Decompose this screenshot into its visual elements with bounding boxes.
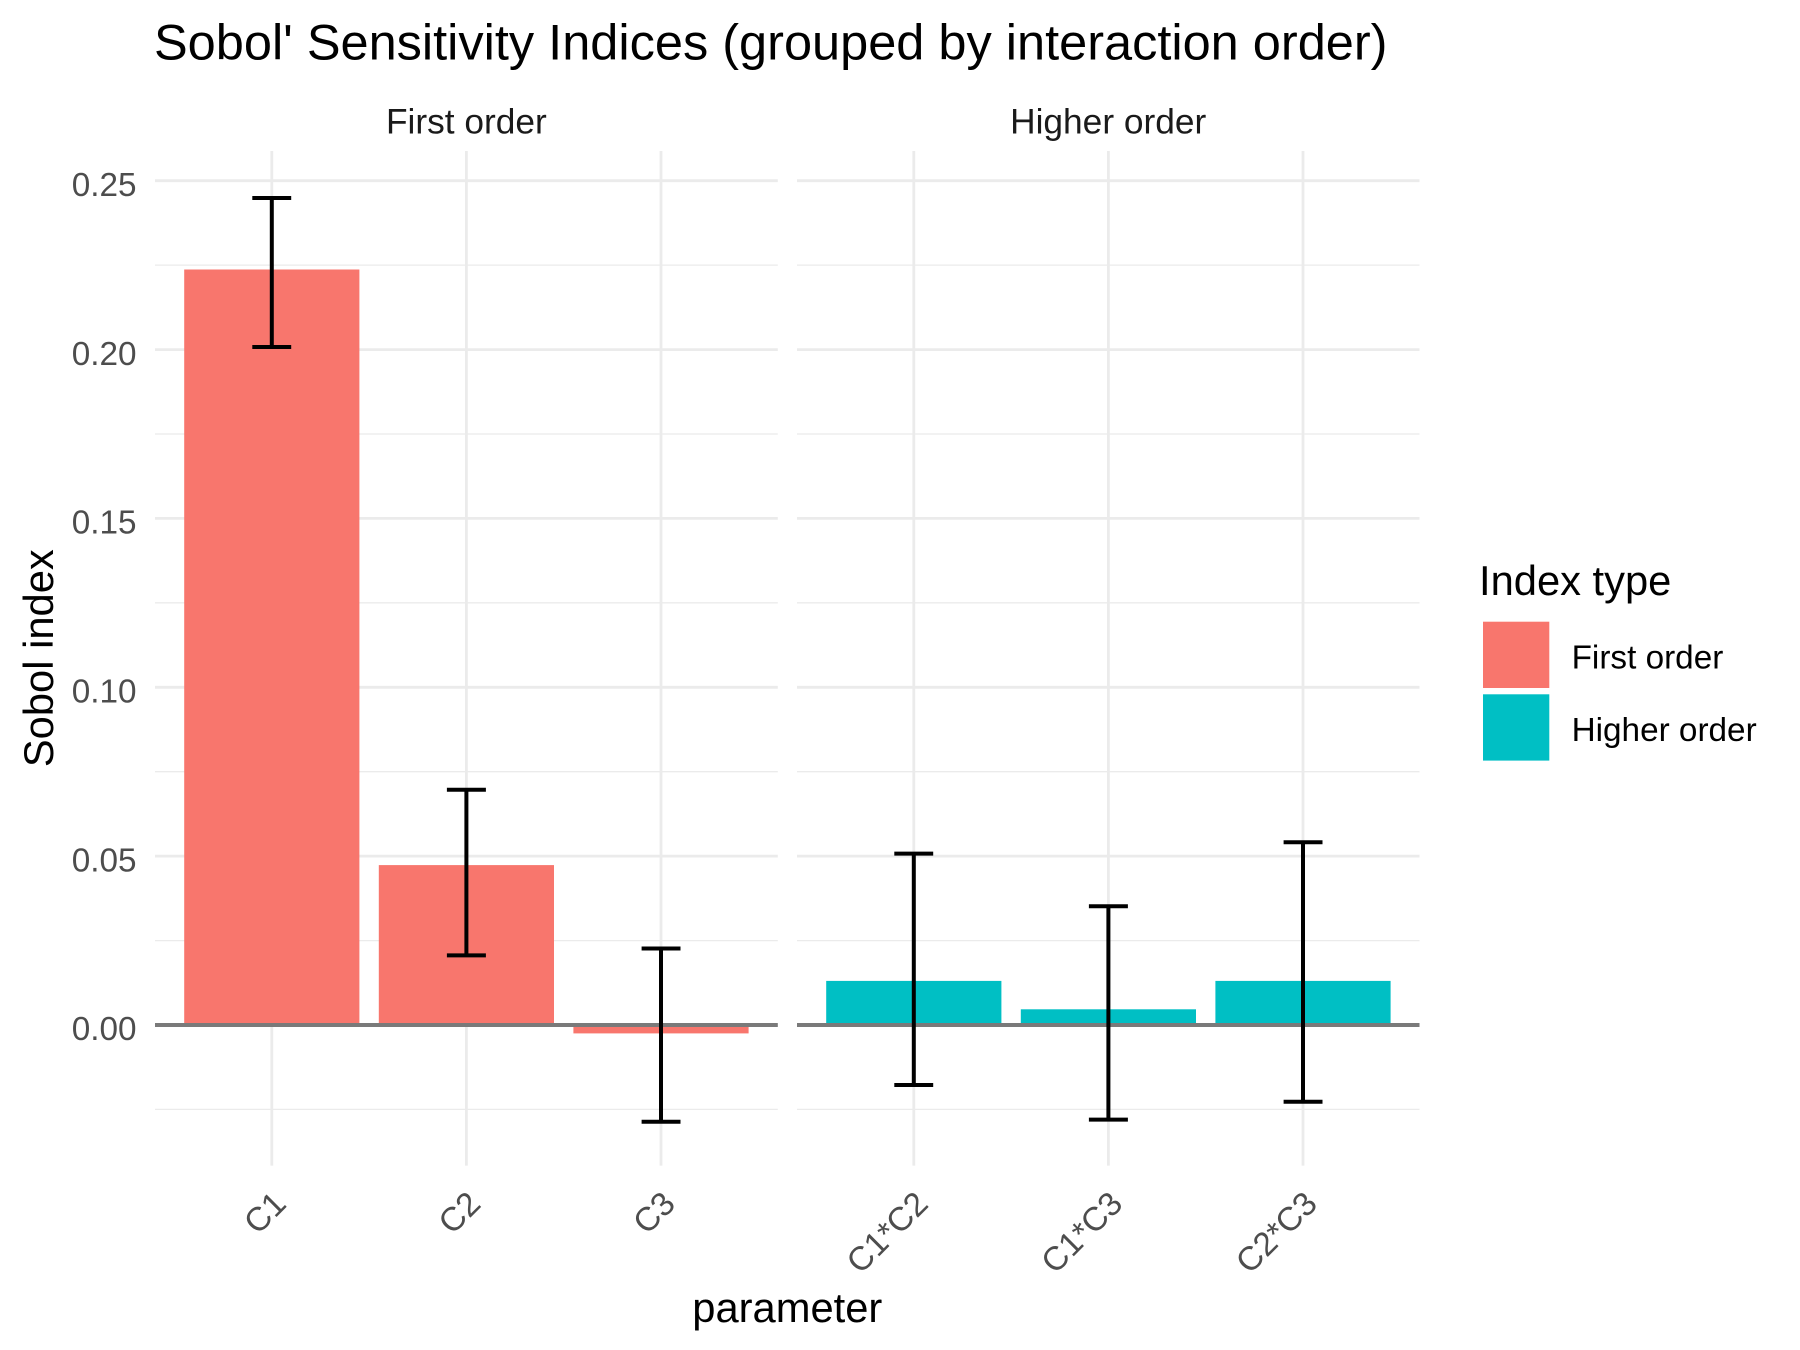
svg-text:0.10: 0.10 (72, 674, 137, 711)
svg-text:0.15: 0.15 (72, 505, 137, 542)
svg-text:parameter: parameter (692, 1284, 882, 1331)
svg-text:First order: First order (386, 103, 547, 142)
svg-text:First order: First order (1572, 640, 1724, 677)
svg-text:0.25: 0.25 (72, 167, 137, 204)
svg-text:0.20: 0.20 (72, 336, 137, 373)
svg-text:Index type: Index type (1479, 557, 1671, 604)
svg-text:0.05: 0.05 (72, 842, 137, 879)
svg-text:Sobol' Sensitivity Indices (gr: Sobol' Sensitivity Indices (grouped by i… (154, 14, 1388, 71)
svg-text:Sobol index: Sobol index (15, 549, 62, 767)
svg-text:Higher order: Higher order (1010, 103, 1206, 142)
svg-text:Higher order: Higher order (1572, 712, 1757, 749)
svg-text:0.00: 0.00 (72, 1011, 137, 1048)
